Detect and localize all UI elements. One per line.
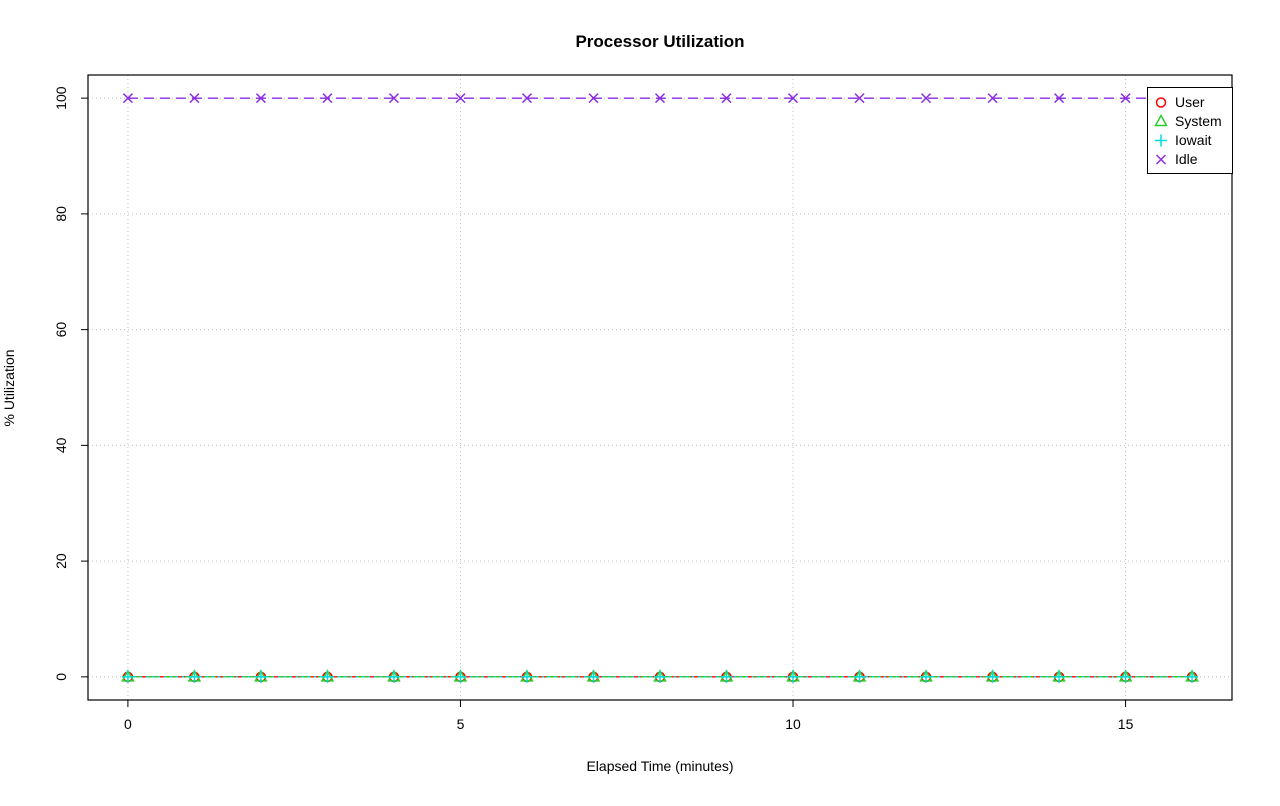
- plus-marker-icon: [654, 670, 666, 683]
- plus-marker-icon: [254, 670, 267, 683]
- plus-marker-icon: [1155, 134, 1167, 146]
- triangle-marker-icon: [1154, 113, 1168, 126]
- x-marker-icon: [1155, 153, 1167, 165]
- chart-title: Processor Utilization: [575, 32, 744, 51]
- y-tick-label: 60: [53, 322, 69, 338]
- y-tick-label: 40: [53, 437, 69, 453]
- plus-marker-icon: [520, 670, 533, 683]
- x-marker-icon: [987, 93, 998, 104]
- x-marker-icon: [588, 93, 599, 104]
- legend-label: Iowait: [1175, 131, 1212, 148]
- gridlines: [88, 75, 1232, 700]
- x-tick-label: 0: [124, 716, 132, 732]
- x-tick-label: 5: [457, 716, 465, 732]
- y-tick-label: 20: [53, 553, 69, 569]
- plot-border: [87, 74, 1233, 701]
- plus-marker-icon: [387, 670, 400, 683]
- x-marker-icon: [521, 93, 533, 104]
- triangle-marker-icon: [1154, 113, 1168, 126]
- plus-marker-icon: [1155, 134, 1167, 146]
- x-marker-icon: [787, 93, 799, 104]
- plus-marker-icon: [1119, 670, 1132, 683]
- legend-item-idle: Idle: [1153, 149, 1232, 168]
- legend-label: User: [1175, 93, 1205, 110]
- plus-marker-icon: [188, 670, 201, 683]
- series-idle: [122, 93, 1198, 104]
- x-marker-icon: [322, 93, 333, 104]
- x-marker-icon: [721, 93, 732, 104]
- x-marker-icon: [854, 93, 865, 104]
- x-marker-icon: [1155, 153, 1167, 165]
- plus-marker-icon: [853, 670, 866, 683]
- x-marker-icon: [921, 93, 932, 104]
- legend-label: Idle: [1175, 150, 1198, 167]
- plus-marker-icon: [787, 670, 800, 683]
- plus-marker-icon: [1053, 670, 1066, 683]
- x-tick-label: 15: [1118, 716, 1134, 732]
- legend-item-user: User: [1153, 92, 1232, 111]
- legend: User System Iowait Idle: [1147, 87, 1233, 174]
- x-marker-icon: [1120, 93, 1131, 104]
- data-series: [121, 93, 1199, 683]
- plus-marker-icon: [920, 670, 933, 683]
- plus-marker-icon: [720, 670, 733, 683]
- series-iowait: [121, 670, 1199, 683]
- plus-marker-icon: [986, 670, 999, 683]
- x-marker-icon: [1054, 93, 1065, 104]
- x-marker-icon: [255, 93, 266, 104]
- plus-marker-icon: [587, 670, 600, 683]
- legend-item-iowait: Iowait: [1153, 130, 1232, 149]
- circle-marker-icon: [1155, 96, 1167, 108]
- legend-label: System: [1175, 112, 1222, 129]
- x-marker-icon: [122, 93, 133, 104]
- axes: 0 5 10 15 0 20 40 60 80 100: [53, 86, 1134, 732]
- x-marker-icon: [455, 93, 466, 104]
- plus-marker-icon: [321, 670, 334, 683]
- y-tick-label: 0: [53, 673, 69, 681]
- y-tick-label: 80: [53, 206, 69, 222]
- y-tick-label: 100: [53, 86, 69, 110]
- x-marker-icon: [654, 93, 666, 104]
- x-tick-label: 10: [785, 716, 801, 732]
- plus-marker-icon: [1186, 670, 1199, 683]
- y-axis-label: % Utilization: [1, 349, 17, 426]
- plus-marker-icon: [454, 670, 467, 683]
- x-marker-icon: [388, 93, 399, 104]
- x-axis-label: Elapsed Time (minutes): [586, 758, 733, 774]
- legend-item-system: System: [1153, 111, 1232, 130]
- circle-marker-icon: [1155, 96, 1167, 108]
- x-marker-icon: [189, 93, 200, 104]
- plus-marker-icon: [121, 670, 134, 683]
